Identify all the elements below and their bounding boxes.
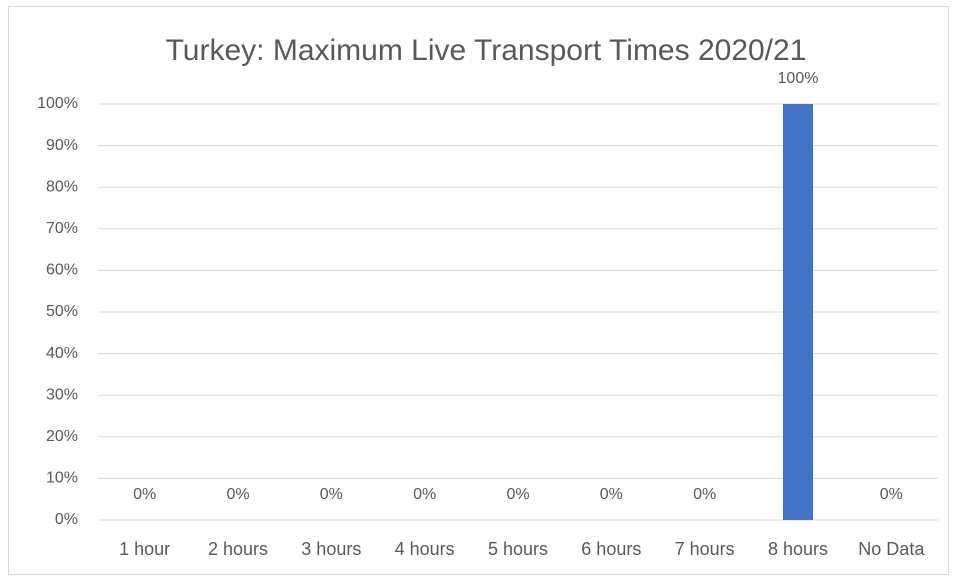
y-tick-label: 90%: [46, 137, 78, 154]
data-label: 0%: [413, 486, 436, 503]
y-tick-label: 50%: [46, 303, 78, 320]
data-label: 0%: [880, 486, 903, 503]
y-tick-label: 10%: [46, 470, 78, 487]
y-tick-label: 80%: [46, 178, 78, 195]
x-tick-label: 4 hours: [395, 539, 455, 559]
x-tick-label: 8 hours: [768, 539, 828, 559]
data-label: 0%: [226, 486, 249, 503]
data-label: 0%: [600, 486, 623, 503]
chart-title: Turkey: Maximum Live Transport Times 202…: [166, 34, 807, 67]
data-label: 0%: [320, 486, 343, 503]
data-label: 100%: [778, 70, 819, 87]
y-tick-label: 100%: [37, 95, 78, 112]
bar: [783, 104, 813, 520]
y-tick-label: 70%: [46, 220, 78, 237]
y-tick-label: 0%: [55, 511, 78, 528]
y-tick-label: 60%: [46, 262, 78, 279]
y-tick-label: 40%: [46, 345, 78, 362]
x-tick-label: 7 hours: [675, 539, 735, 559]
x-tick-label: No Data: [858, 539, 925, 559]
data-label: 0%: [506, 486, 529, 503]
x-tick-label: 2 hours: [208, 539, 268, 559]
x-tick-label: 3 hours: [301, 539, 361, 559]
y-tick-label: 30%: [46, 386, 78, 403]
y-tick-label: 20%: [46, 428, 78, 445]
x-tick-label: 6 hours: [581, 539, 641, 559]
x-tick-label: 5 hours: [488, 539, 548, 559]
x-tick-label: 1 hour: [119, 539, 170, 559]
data-label: 0%: [133, 486, 156, 503]
data-label: 0%: [693, 486, 716, 503]
